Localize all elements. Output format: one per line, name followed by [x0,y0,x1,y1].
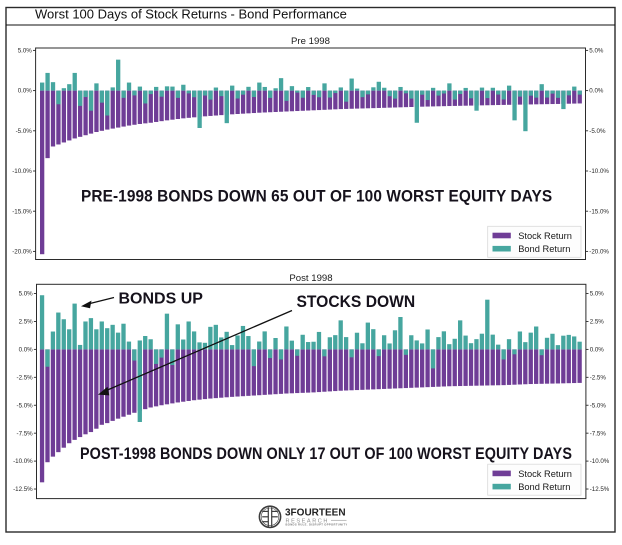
svg-text:-10.0%: -10.0% [13,458,33,465]
svg-text:-15.0%: -15.0% [589,208,609,215]
svg-text:BONDS RULE. DISRUPT OPPORTUNIT: BONDS RULE. DISRUPT OPPORTUNITY [286,523,348,527]
svg-text:5.0%: 5.0% [589,48,604,55]
svg-text:-10.0%: -10.0% [590,458,610,465]
svg-text:-5.0%: -5.0% [590,402,607,409]
svg-text:5.0%: 5.0% [590,291,605,298]
svg-text:5.0%: 5.0% [18,48,33,55]
svg-text:Bond Return: Bond Return [518,482,570,492]
svg-text:-2.5%: -2.5% [590,374,607,381]
svg-text:-10.0%: -10.0% [12,168,32,175]
svg-text:-10.0%: -10.0% [589,168,609,175]
svg-text:Worst 100 Days of Stock Return: Worst 100 Days of Stock Returns - Bond P… [35,7,347,22]
svg-text:PRE-1998 BONDS DOWN 65 OUT OF: PRE-1998 BONDS DOWN 65 OUT OF 100 WORST … [81,187,552,206]
svg-text:-20.0%: -20.0% [589,249,609,256]
svg-text:-5.0%: -5.0% [589,128,606,135]
svg-text:Stock Return: Stock Return [518,469,572,479]
svg-text:-5.0%: -5.0% [16,128,33,135]
svg-text:2.5%: 2.5% [19,319,34,326]
svg-text:-15.0%: -15.0% [12,208,32,215]
svg-text:-7.5%: -7.5% [17,430,34,437]
svg-text:-2.5%: -2.5% [17,374,34,381]
svg-text:-7.5%: -7.5% [590,430,607,437]
svg-text:-20.0%: -20.0% [12,249,32,256]
svg-text:BONDS UP: BONDS UP [119,291,204,308]
svg-text:RESEARCH: RESEARCH [286,518,329,524]
svg-text:5.0%: 5.0% [19,291,34,298]
svg-text:POST-1998 BONDS DOWN ONLY 17 O: POST-1998 BONDS DOWN ONLY 17 OUT OF 100 … [80,445,572,463]
svg-text:-12.5%: -12.5% [13,486,33,493]
svg-text:-5.0%: -5.0% [17,402,34,409]
svg-text:Stock Return: Stock Return [518,231,572,241]
svg-text:2.5%: 2.5% [590,319,605,326]
svg-text:-12.5%: -12.5% [590,486,610,493]
svg-text:0.0%: 0.0% [589,88,604,95]
svg-text:3FOURTEEN: 3FOURTEEN [285,507,346,518]
svg-text:Post 1998: Post 1998 [289,273,332,284]
svg-text:0.0%: 0.0% [590,347,605,354]
svg-text:Pre 1998: Pre 1998 [291,36,330,47]
svg-text:0.0%: 0.0% [18,88,33,95]
svg-text:Bond Return: Bond Return [518,244,570,254]
svg-text:0.0%: 0.0% [19,347,34,354]
svg-text:STOCKS DOWN: STOCKS DOWN [297,292,416,311]
